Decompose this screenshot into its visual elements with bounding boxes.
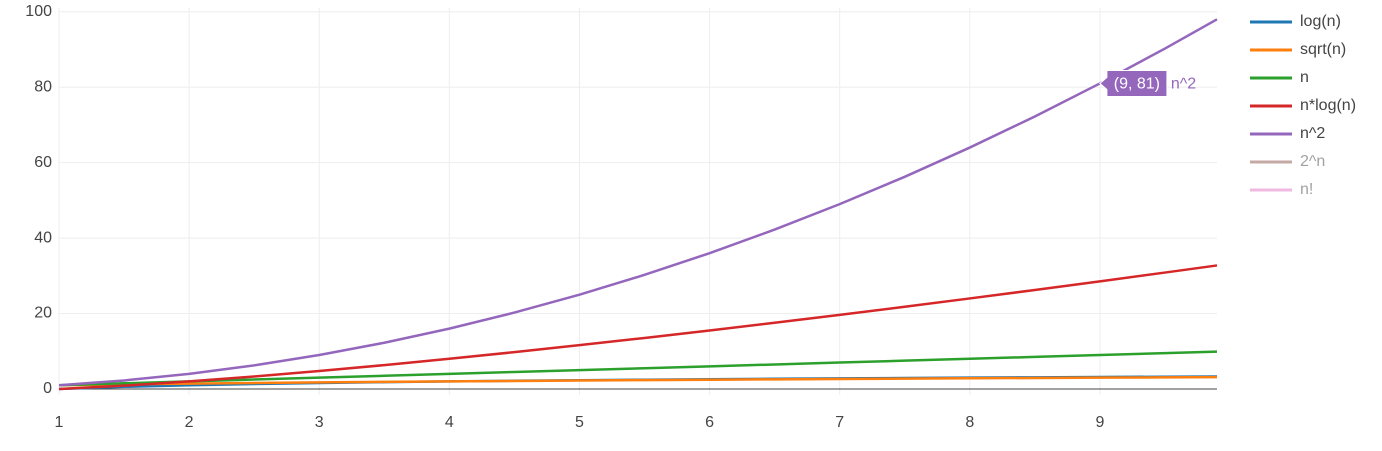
x-tick-label: 2 bbox=[185, 414, 194, 431]
hover-series: n^2 bbox=[1171, 76, 1196, 93]
y-tick-label: 40 bbox=[34, 229, 52, 246]
y-tick-label: 80 bbox=[34, 78, 52, 95]
x-tick-label: 9 bbox=[1095, 414, 1104, 431]
legend-label: 2^n bbox=[1300, 153, 1325, 170]
x-tick-label: 6 bbox=[705, 414, 714, 431]
x-tick-label: 4 bbox=[445, 414, 454, 431]
x-tick-label: 7 bbox=[835, 414, 844, 431]
series-line bbox=[58, 375, 1218, 387]
y-tick-label: 100 bbox=[25, 3, 52, 20]
y-tick-label: 0 bbox=[43, 380, 52, 397]
legend-label: n^2 bbox=[1300, 125, 1325, 142]
y-tick-label: 20 bbox=[34, 305, 52, 322]
hover-box bbox=[1099, 69, 1168, 97]
series-line bbox=[58, 264, 1218, 391]
x-tick-label: 3 bbox=[315, 414, 324, 431]
hover-text: (9, 81) bbox=[1114, 76, 1160, 93]
legend-label: n! bbox=[1300, 181, 1313, 198]
x-tick-label: 1 bbox=[55, 414, 64, 431]
y-tick-label: 60 bbox=[34, 154, 52, 171]
legend-label: sqrt(n) bbox=[1300, 41, 1346, 58]
series-line bbox=[58, 350, 1218, 387]
series-line bbox=[58, 18, 1218, 387]
x-tick-label: 5 bbox=[575, 414, 584, 431]
legend-label: n*log(n) bbox=[1300, 97, 1356, 114]
legend-label: n bbox=[1300, 69, 1309, 86]
legend-label: log(n) bbox=[1300, 13, 1341, 30]
hover-label: (9, 81) n^2 bbox=[1099, 69, 1196, 97]
x-tick-label: 8 bbox=[965, 414, 974, 431]
